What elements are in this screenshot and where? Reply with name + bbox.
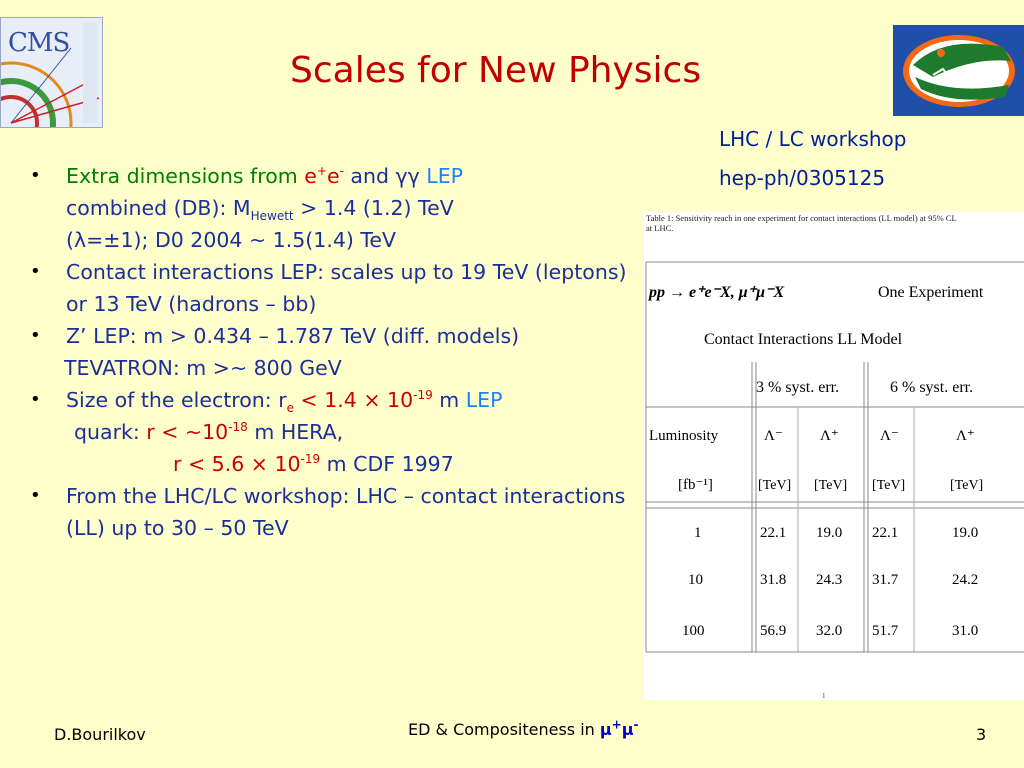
footer-page-number: 3 <box>976 725 987 744</box>
table-lambda-plus-1: Λ⁺ <box>820 428 839 444</box>
bullet-list: Extra dimensions from e+e- and γγ LEP co… <box>30 160 640 544</box>
svg-text:31.0: 31.0 <box>952 623 978 639</box>
footer-author: D.Bourilkov <box>54 725 146 744</box>
table-model: Contact Interactions LL Model <box>704 331 903 348</box>
bullet-tevatron: TEVATRON: m >~ 800 GeV <box>64 356 342 380</box>
footer-title: ED & Compositeness in μ+μ- <box>408 717 639 739</box>
table-tev-1: [TeV] <box>758 478 791 493</box>
sensitivity-table-image: Table 1: Sensitivity reach in one experi… <box>644 212 1024 700</box>
bullet-z-prime: Z’ LEP: m > 0.434 – 1.787 TeV (diff. mod… <box>30 320 640 352</box>
table-syst-3: 3 % syst. err. <box>756 379 839 396</box>
svg-text:51.7: 51.7 <box>872 623 899 639</box>
table-lambda-minus-1: Λ⁻ <box>764 428 783 444</box>
reference-line-2: hep-ph/0305125 <box>719 166 886 190</box>
table-tev-3: [TeV] <box>872 478 905 493</box>
bullet-lhc-lc: From the LHC/LC workshop: LHC – contact … <box>30 480 640 544</box>
gator-logo <box>893 25 1024 116</box>
svg-text:32.0: 32.0 <box>816 623 842 639</box>
svg-text:56.9: 56.9 <box>760 623 786 639</box>
svg-text:100: 100 <box>682 623 705 639</box>
table-syst-6: 6 % syst. err. <box>890 379 973 396</box>
svg-text:22.1: 22.1 <box>872 525 898 541</box>
bullet-quark-hera: quark: r < ~10-18 m HERA, <box>74 420 344 444</box>
gator-logo-icon <box>893 25 1024 116</box>
slide-title: Scales for New Physics <box>290 50 702 91</box>
table-row: 10 31.8 24.3 31.7 24.2 <box>688 572 978 588</box>
cms-logo: CMS <box>0 17 103 128</box>
svg-text:1: 1 <box>694 525 702 541</box>
table-experiment: One Experiment <box>878 284 984 301</box>
svg-text:22.1: 22.1 <box>760 525 786 541</box>
table-tev-2: [TeV] <box>814 478 847 493</box>
table-page-number: 1 <box>822 692 826 700</box>
table-row: 1 22.1 19.0 22.1 19.0 <box>694 525 978 541</box>
table-lambda-plus-2: Λ⁺ <box>956 428 975 444</box>
table-caption-line2: at LHC. <box>646 223 673 233</box>
bullet-quark-cdf: r < 5.6 × 10-19 m CDF 1997 <box>173 452 454 476</box>
sensitivity-table: Table 1: Sensitivity reach in one experi… <box>645 213 1024 700</box>
table-lum-unit: [fb⁻¹] <box>678 477 713 493</box>
bullet-extra-dimensions: Extra dimensions from e+e- and γγ LEP co… <box>30 160 640 256</box>
cms-logo-text: CMS <box>8 28 70 58</box>
reference-line-1: LHC / LC workshop <box>719 127 907 151</box>
svg-text:19.0: 19.0 <box>816 525 842 541</box>
svg-text:24.3: 24.3 <box>816 572 842 588</box>
bullet-contact-interactions: Contact interactions LEP: scales up to 1… <box>30 256 640 320</box>
svg-text:19.0: 19.0 <box>952 525 978 541</box>
svg-text:31.8: 31.8 <box>760 572 786 588</box>
table-process: pp → e⁺e⁻X, μ⁺μ⁻X <box>647 284 784 301</box>
table-lum-label: Luminosity <box>649 428 719 444</box>
table-row: 100 56.9 32.0 51.7 31.0 <box>682 623 978 639</box>
svg-text:24.2: 24.2 <box>952 572 978 588</box>
cms-logo-icon <box>1 23 100 127</box>
table-tev-4: [TeV] <box>950 478 983 493</box>
table-lambda-minus-2: Λ⁻ <box>880 428 899 444</box>
svg-text:31.7: 31.7 <box>872 572 899 588</box>
table-caption-line1: Table 1: Sensitivity reach in one experi… <box>646 213 957 223</box>
svg-text:10: 10 <box>688 572 703 588</box>
bullet-electron-size: Size of the electron: re < 1.4 × 10-19 m… <box>30 384 640 416</box>
